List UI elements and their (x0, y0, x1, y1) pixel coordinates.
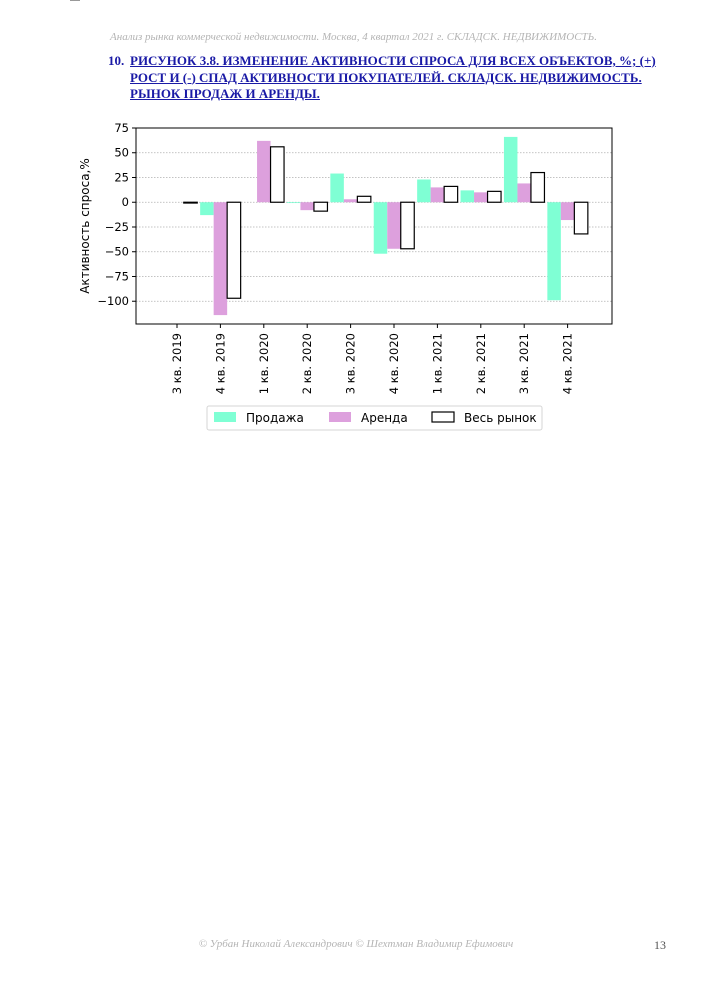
bars-layer (183, 136, 589, 316)
bar-market (400, 201, 415, 250)
bar-rent (474, 192, 488, 203)
bar-market (226, 201, 242, 299)
bar-sale (417, 179, 431, 203)
y-axis: 75 50 25 0 −25 −50 −75 −100 (97, 121, 136, 308)
x-tick-label: 4 кв. 2021 (561, 333, 575, 394)
legend-swatch (214, 412, 236, 422)
legend: Продажа Аренда Весь рынок (206, 405, 543, 431)
x-tick-label: 2 кв. 2020 (300, 333, 314, 394)
bar-sale (547, 202, 561, 301)
legend-label: Весь рынок (464, 411, 537, 425)
demand-activity-chart: 75 50 25 0 −25 −50 −75 −100 3 кв. 2019 4 кв. 201… (78, 121, 613, 431)
top-rule (70, 0, 80, 1)
bar-rent (213, 202, 228, 316)
x-tick-label: 3 кв. 2019 (170, 333, 184, 394)
bar-sale (286, 202, 301, 204)
bar-market (313, 201, 329, 212)
bar-market (530, 171, 546, 203)
figure-title[interactable]: РИСУНОК 3.8. ИЗМЕНЕНИЕ АКТИВНОСТИ СПРОСА… (130, 53, 656, 101)
y-tick-label: 0 (122, 195, 129, 209)
y-tick-label: 25 (114, 170, 129, 184)
bar-rent (257, 140, 271, 203)
legend-label: Аренда (361, 411, 408, 425)
x-tick-label: 1 кв. 2021 (430, 333, 444, 394)
y-tick-label: −100 (97, 294, 129, 308)
x-tick-label: 4 кв. 2019 (213, 333, 227, 394)
bar-market (443, 185, 459, 203)
bar-market (573, 201, 589, 235)
bar-market (269, 146, 285, 203)
bar-sale (503, 136, 518, 203)
figure-number: 10. (108, 53, 125, 68)
legend-label: Продажа (246, 411, 304, 425)
legend-swatch (431, 411, 455, 423)
y-tick-label: −50 (105, 245, 129, 259)
y-tick-label: −75 (105, 269, 129, 283)
bar-market (486, 190, 502, 203)
bar-sale (460, 190, 475, 203)
bar-rent (560, 202, 575, 221)
legend-swatch (329, 412, 351, 422)
legend-frame (206, 405, 543, 431)
footer-authors: © Урбан Николай Александрович © Шехтман … (198, 938, 514, 950)
running-header: Анализ рынка коммерческой недвижимости. … (110, 31, 597, 43)
bar-rent (343, 199, 358, 203)
bar-rent (387, 202, 401, 249)
figure-heading: 10. РИСУНОК 3.8. ИЗМЕНЕНИЕ АКТИВНОСТИ СП… (108, 53, 688, 103)
bar-sale (373, 202, 388, 254)
x-tick-label: 1 кв. 2020 (257, 333, 271, 394)
bar-sale (330, 173, 344, 203)
y-tick-label: 75 (114, 121, 129, 135)
page-number: 13 (654, 938, 666, 952)
x-axis: 3 кв. 2019 4 кв. 2019 1 кв. 2020 2 кв. 2020… (170, 324, 575, 394)
bar-market (356, 195, 372, 203)
bar-sale (200, 202, 214, 216)
x-tick-label: 3 кв. 2021 (517, 333, 531, 394)
y-tick-label: −25 (105, 220, 129, 234)
bar-rent (517, 183, 531, 203)
bar-market (183, 201, 198, 204)
y-tick-label: 50 (114, 146, 129, 160)
bar-rent (300, 202, 314, 211)
x-tick-label: 4 кв. 2020 (387, 333, 401, 394)
y-axis-label: Активность спроса,% (78, 158, 92, 294)
x-tick-label: 3 кв. 2020 (344, 333, 358, 394)
x-tick-label: 2 кв. 2021 (474, 333, 488, 394)
bar-rent (430, 187, 445, 203)
plot-frame (135, 127, 613, 325)
